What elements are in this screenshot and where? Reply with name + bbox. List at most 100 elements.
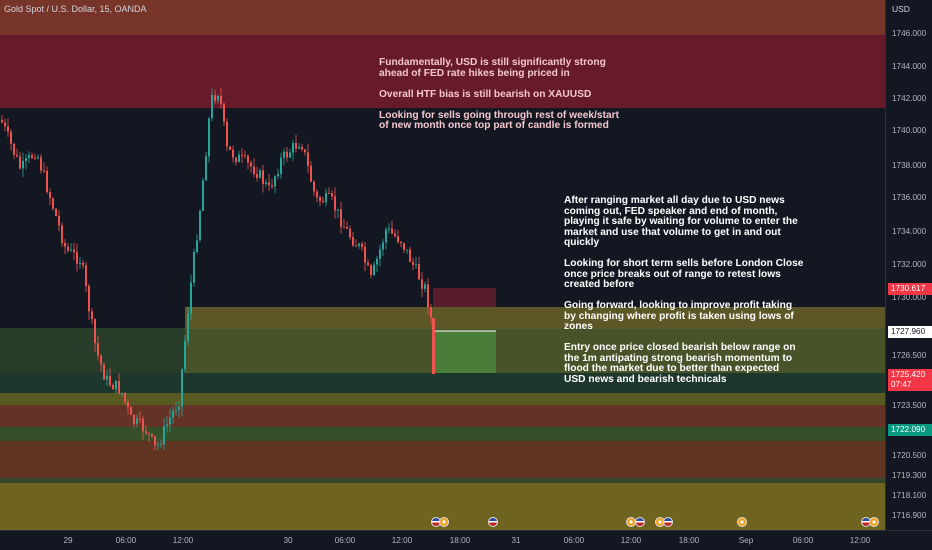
note-trade-plan[interactable]: After ranging market all day due to USD … bbox=[564, 195, 804, 385]
candle bbox=[211, 88, 213, 122]
candle bbox=[193, 248, 195, 287]
candle bbox=[106, 369, 108, 386]
candle bbox=[304, 148, 306, 156]
symbol-title[interactable]: Gold Spot / U.S. Dollar, 15, OANDA bbox=[4, 4, 147, 14]
candle bbox=[67, 242, 69, 254]
candle bbox=[97, 335, 99, 361]
candle bbox=[409, 246, 411, 263]
price-tick-label: 1716.900 bbox=[892, 511, 927, 520]
candle bbox=[55, 207, 57, 217]
price-tick-label: 1740.000 bbox=[892, 126, 927, 135]
time-tick-label: Sep bbox=[738, 536, 754, 545]
candle bbox=[124, 392, 126, 406]
us-flag-icon[interactable] bbox=[439, 517, 449, 527]
candle bbox=[268, 173, 270, 191]
candle bbox=[421, 272, 423, 298]
candle bbox=[307, 143, 309, 174]
candle bbox=[361, 241, 363, 252]
candle bbox=[343, 218, 345, 228]
price-tick-label: 1738.000 bbox=[892, 161, 927, 170]
zone-supply-red bbox=[0, 35, 885, 108]
candle bbox=[7, 118, 9, 137]
candle bbox=[265, 179, 267, 187]
candle bbox=[328, 187, 330, 195]
price-tick-label: 1742.000 bbox=[892, 94, 927, 103]
time-tick-label: 18:00 bbox=[678, 536, 700, 545]
candle bbox=[313, 180, 315, 196]
candle bbox=[259, 168, 261, 179]
candle bbox=[382, 239, 384, 257]
candle bbox=[154, 435, 156, 451]
candle bbox=[376, 255, 378, 272]
candle bbox=[385, 227, 387, 250]
candle bbox=[340, 201, 342, 234]
candle bbox=[406, 249, 408, 254]
us-flag-icon[interactable] bbox=[869, 517, 879, 527]
price-tick-label: 1730.000 bbox=[892, 293, 927, 302]
us-flag-icon[interactable] bbox=[663, 517, 673, 527]
candle bbox=[310, 160, 312, 183]
price-axis[interactable]: USD 1746.000 1744.000 1742.000 1740.000 1738… bbox=[885, 0, 932, 530]
price-tick-label: 1720.500 bbox=[892, 451, 927, 460]
candle bbox=[10, 129, 12, 151]
note-fundamentals[interactable]: Fundamentally, USD is still significantl… bbox=[379, 57, 619, 131]
candle bbox=[127, 399, 129, 415]
time-axis[interactable]: 29 06:00 12:00 30 06:00 12:00 18:00 31 06:00 12:0… bbox=[0, 530, 932, 550]
candle bbox=[253, 158, 255, 178]
candle bbox=[205, 151, 207, 181]
candle bbox=[187, 306, 189, 346]
time-tick-label: 06:00 bbox=[115, 536, 137, 545]
candle bbox=[181, 368, 183, 416]
time-tick-label: 12:00 bbox=[620, 536, 642, 545]
candle bbox=[235, 156, 237, 166]
time-tick-label: 12:00 bbox=[849, 536, 871, 545]
candle bbox=[4, 118, 6, 131]
candle bbox=[22, 152, 24, 178]
candle bbox=[136, 414, 138, 428]
time-tick-label: 12:00 bbox=[391, 536, 413, 545]
candle bbox=[76, 243, 78, 272]
candle bbox=[430, 303, 432, 325]
candle bbox=[331, 190, 333, 201]
us-flag-icon[interactable] bbox=[488, 517, 498, 527]
candle bbox=[184, 334, 186, 373]
price-badge: 1722.090 bbox=[888, 424, 932, 436]
candle bbox=[244, 150, 246, 159]
candle bbox=[427, 278, 429, 315]
zone-divider-band bbox=[0, 478, 885, 483]
price-tick-label: 1718.100 bbox=[892, 491, 927, 500]
candle bbox=[226, 118, 228, 152]
candle bbox=[250, 160, 252, 173]
chart-canvas[interactable]: Gold Spot / U.S. Dollar, 15, OANDA Funda… bbox=[0, 0, 885, 530]
price-tick-label: 1744.000 bbox=[892, 62, 927, 71]
us-flag-icon[interactable] bbox=[737, 517, 747, 527]
candle bbox=[130, 405, 132, 415]
candle bbox=[118, 373, 120, 395]
candle bbox=[28, 151, 30, 163]
candle bbox=[19, 151, 21, 170]
price-tick-label: 1736.000 bbox=[892, 193, 927, 202]
candle bbox=[316, 189, 318, 203]
candle bbox=[157, 441, 159, 451]
price-badge: 1727.960 bbox=[888, 326, 932, 338]
candle bbox=[196, 234, 198, 254]
price-tick-label: 1732.000 bbox=[892, 260, 927, 269]
candle bbox=[172, 406, 174, 424]
price-tick-label: 1734.000 bbox=[892, 227, 927, 236]
candle bbox=[370, 263, 372, 278]
zone-green-band bbox=[0, 427, 885, 441]
candle bbox=[145, 425, 147, 436]
candle bbox=[271, 178, 273, 190]
zone-top-orange bbox=[0, 0, 885, 35]
zone-olive-upper bbox=[185, 307, 885, 329]
candle bbox=[142, 416, 144, 440]
time-tick-label: 06:00 bbox=[792, 536, 814, 545]
candle bbox=[94, 318, 96, 353]
candle bbox=[388, 223, 390, 234]
candle bbox=[295, 134, 297, 153]
price-tick-label: 1723.500 bbox=[892, 401, 927, 410]
us-flag-icon[interactable] bbox=[635, 517, 645, 527]
candle bbox=[121, 392, 123, 396]
price-badge: 1730.617 bbox=[888, 283, 932, 295]
time-tick-label: 18:00 bbox=[449, 536, 471, 545]
